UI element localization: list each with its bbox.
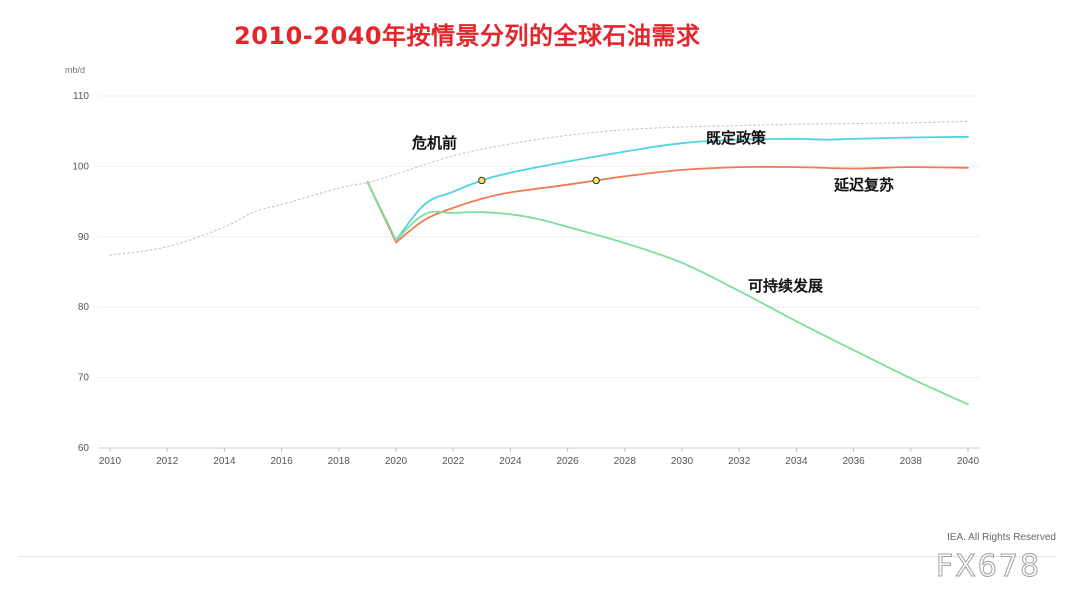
- x-tick-label-2010: 2010: [99, 456, 122, 467]
- data-markers: [478, 176, 600, 185]
- y-tick-label-60: 60: [78, 443, 90, 454]
- series-label-delayed-recovery: 延迟复苏: [833, 176, 894, 194]
- x-tick-label-2038: 2038: [900, 456, 923, 467]
- series-line-pre-crisis: [109, 120, 969, 256]
- series-lines: [109, 120, 969, 406]
- series-label-stated-policies: 既定政策: [706, 129, 767, 147]
- x-tick-label-2014: 2014: [213, 456, 236, 467]
- x-tick-label-2018: 2018: [328, 456, 351, 467]
- y-axis-label: mb/d: [65, 65, 85, 75]
- x-tick-label-2020: 2020: [385, 456, 408, 467]
- series-line-stated-policies: [366, 135, 969, 242]
- x-tick-label-2030: 2030: [671, 456, 694, 467]
- x-tick-label-2024: 2024: [499, 456, 522, 467]
- y-tick-label-90: 90: [78, 232, 90, 243]
- x-tick-label-2012: 2012: [156, 456, 179, 467]
- axes: 60 70 80 90 100 110 mb/d 2010 2012 2014 2016 2018 20…: [65, 65, 980, 467]
- x-tick-label-2032: 2032: [728, 456, 751, 467]
- x-tick-label-2028: 2028: [614, 456, 637, 467]
- x-tick-label-2034: 2034: [785, 456, 808, 467]
- data-marker-2: [592, 176, 600, 185]
- x-tick-label-2040: 2040: [957, 456, 980, 467]
- series-line-sustainable-development: [366, 181, 969, 406]
- y-tick-label-110: 110: [73, 91, 89, 102]
- credit-text: IEA. All Rights Reserved: [947, 532, 1056, 543]
- y-tick-label-80: 80: [78, 302, 90, 313]
- series-label-pre-crisis: 危机前: [412, 134, 457, 152]
- footer-divider: [18, 556, 1055, 557]
- watermark: FX678: [935, 549, 1042, 585]
- series-label-sustainable-development: 可持续发展: [748, 277, 823, 295]
- chart-title: 2010-2040年按情景分列的全球石油需求: [234, 22, 701, 50]
- y-tick-label-70: 70: [78, 373, 90, 384]
- y-tick-label-100: 100: [72, 161, 89, 172]
- series-line-delayed-recovery: [366, 165, 969, 244]
- x-tick-label-2022: 2022: [442, 456, 465, 467]
- x-tick-label-2036: 2036: [842, 456, 865, 467]
- x-tick-label-2016: 2016: [270, 456, 293, 467]
- x-tick-label-2026: 2026: [556, 456, 579, 467]
- data-marker-1: [478, 176, 486, 185]
